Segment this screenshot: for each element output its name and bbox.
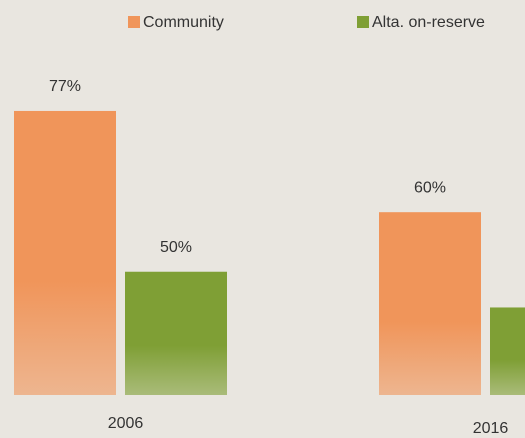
x-tick-label: 2016 [473, 420, 509, 437]
data-label: 50% [160, 239, 192, 256]
legend-label: Alta. on-reserve [372, 14, 485, 31]
legend-swatch [128, 16, 140, 28]
data-label: 60% [414, 179, 446, 196]
legend-label: Community [143, 14, 224, 31]
bar [490, 307, 525, 395]
bar [125, 271, 227, 395]
bar [379, 212, 481, 395]
legend-swatch [357, 16, 369, 28]
x-tick-label: 2006 [108, 415, 144, 432]
data-label: 77% [49, 78, 81, 95]
bar [14, 110, 116, 395]
